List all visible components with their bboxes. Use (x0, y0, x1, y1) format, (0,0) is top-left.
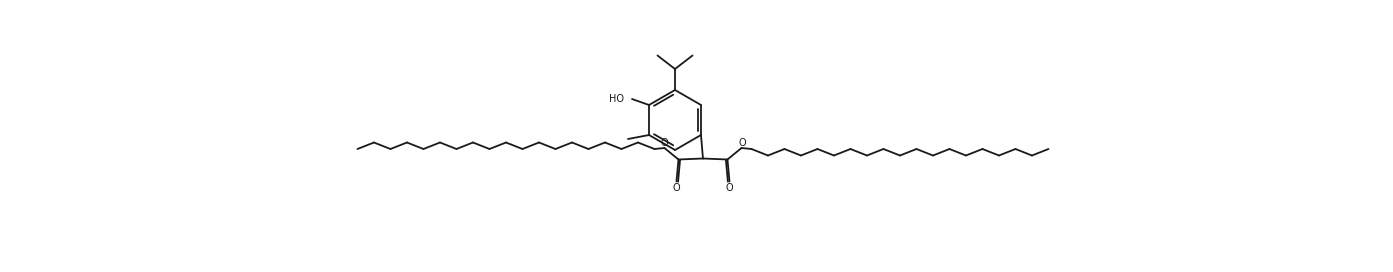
Text: O: O (726, 183, 733, 193)
Text: O: O (673, 183, 680, 193)
Text: HO: HO (609, 94, 624, 104)
Text: O: O (660, 138, 667, 149)
Text: O: O (738, 138, 745, 149)
